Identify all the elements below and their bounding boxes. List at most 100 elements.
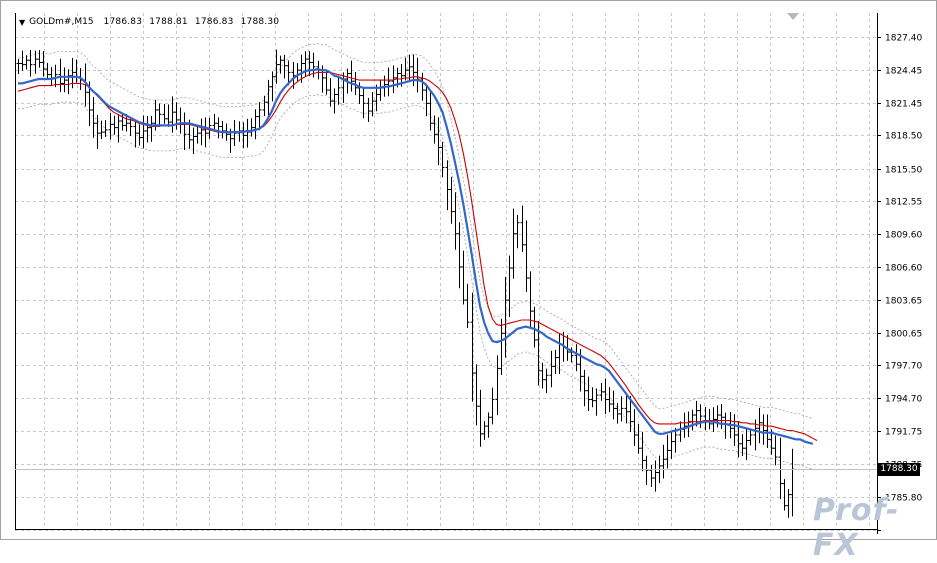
ohlc-bar [49,66,54,87]
price-tick-label: 1797.70 [885,362,922,372]
ohlc-bar [428,91,433,131]
ohlc-bar [461,250,466,305]
symbol-label: GOLDm#,M15 [29,17,94,27]
ohlc-bar [108,112,113,140]
ohlc-bar [374,84,379,112]
ohlc-bar [191,127,196,155]
ohlc-bar [549,350,554,388]
ohlc-bar [665,434,670,469]
ohlc-bar [786,489,791,518]
ohlc-bar [378,79,383,101]
ohlc-bar [33,50,38,74]
ohlc-bar [640,431,645,472]
ohlc-bar [220,120,225,139]
ohlc-bar [295,63,300,82]
ohlc-bar [116,115,121,143]
ohlc-bar [495,355,500,416]
ohlc-bar [216,117,221,139]
ohlc-bar [66,69,71,95]
ohlc-bar [470,292,475,402]
ohlc-bar [590,387,595,408]
ohlc-bar [124,114,129,132]
ohlc-bar [615,403,620,424]
ohlc-bar [199,118,204,146]
ohlc-bar [133,120,138,148]
ohlc-bar [669,430,674,459]
ohlc-bar [436,117,441,166]
ohlc-bar [262,95,267,117]
ohlc-bar [278,55,283,74]
ohlc-bar [732,414,737,446]
ohlc-bar [141,115,146,149]
ohlc-bar [182,112,187,150]
envelope-bands [18,43,813,470]
ohlc-bar [686,411,691,438]
high-value: 1788.81 [149,17,188,27]
ohlc-bar [253,109,258,140]
ohlc-bar [99,120,104,139]
ohlc-bar [203,117,208,148]
ohlc-bar [482,421,487,440]
ohlc-bar [328,78,333,107]
ohlc-bar [499,318,504,376]
ohlc-bar [682,412,687,438]
ohlc-bar [773,435,778,466]
ohlc-bar [603,378,608,414]
ohlc-bar [137,124,142,146]
ohlc-bar [403,57,408,81]
ohlc-bar [307,51,312,77]
ohlc-bar [303,51,308,77]
ohlc-bar [274,49,279,84]
ohlc-bar [653,460,658,492]
envelope-lower [18,94,813,470]
ohlc-bar [778,437,783,500]
ohlc-bar [128,118,133,136]
ohlc-bar [95,114,100,150]
moving-averages [17,67,818,445]
ohlc-bar [553,349,558,375]
ohlc-bar [149,115,154,142]
fast-ma-line [18,67,814,445]
ohlc-bar [445,160,450,211]
ohlc-bar [245,118,250,148]
ohlc-bar [707,408,712,430]
triangle-down-icon[interactable]: ▼ [19,17,26,27]
ohlc-bar [349,60,354,92]
ohlc-bar [474,364,479,426]
price-axis[interactable]: 1827.40 1824.45 1821.45 1818.50 1815.50 1812.… [15,13,922,534]
price-tick-label: 1803.65 [885,297,922,307]
ohlc-bar [157,103,162,126]
ohlc-bar [212,113,217,130]
ohlc-bar [370,92,375,117]
ohlc-bar [24,55,29,70]
ohlc-bar [145,115,150,143]
open-value: 1786.83 [103,17,143,27]
ohlc-bar [58,58,63,93]
ohlc-bar [540,362,545,389]
ohlc-bar [457,222,462,289]
ohlc-bar [37,50,42,68]
ohlc-bar [528,271,533,328]
ohlc-bar [611,390,616,420]
ohlc-bar [91,96,96,138]
price-chart[interactable]: 1827.40 1824.45 1821.45 1818.50 1815.50 1812.… [1,1,937,541]
ohlc-bar [698,404,703,429]
ohlc-bar [166,104,171,127]
ohlc-bar [178,107,183,134]
ohlc-bar [478,389,483,447]
ohlc-bar [449,176,454,224]
ohlc-bar [515,214,520,249]
ohlc-bar [628,395,633,432]
chart-shift-marker-icon[interactable] [787,13,799,20]
ohlc-bar [332,88,337,114]
watermark-logo: Prof-FX [813,493,900,563]
ohlc-bar [520,205,525,252]
price-tick-label: 1818.50 [885,132,922,142]
ohlc-bar [465,283,470,328]
price-tick-label: 1785.80 [885,494,922,504]
low-value: 1786.83 [194,17,234,27]
price-tick-label: 1800.65 [885,330,922,340]
ohlc-bar [20,50,25,71]
ohlc-bar [748,428,753,446]
